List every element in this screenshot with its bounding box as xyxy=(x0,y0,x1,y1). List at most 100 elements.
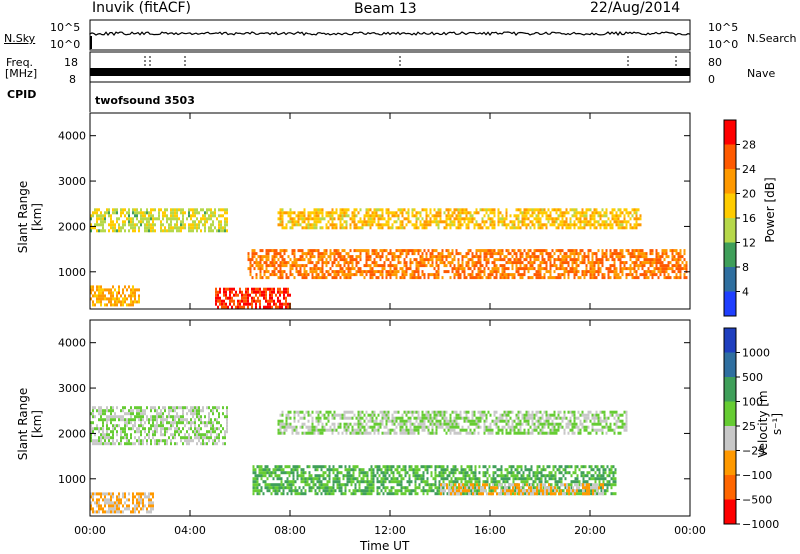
velocity-cell xyxy=(330,468,333,472)
velocity-cell xyxy=(577,425,580,429)
velocity-cell xyxy=(128,492,130,496)
velocity-cell xyxy=(382,465,385,469)
power-cell xyxy=(651,252,654,256)
velocity-cell xyxy=(477,410,480,414)
power-cell xyxy=(583,214,586,218)
velocity-cell xyxy=(200,433,202,437)
velocity-cell xyxy=(226,406,228,410)
velocity-cell xyxy=(509,431,512,435)
power-cell xyxy=(577,226,580,230)
power-cell xyxy=(170,217,172,221)
power-cell xyxy=(176,220,178,224)
power-cell xyxy=(353,223,356,227)
power-cell xyxy=(401,223,404,227)
velocity-cell xyxy=(114,510,116,514)
velocity-cell xyxy=(455,416,458,420)
power-cell xyxy=(639,264,642,268)
power-cell xyxy=(297,223,300,227)
power-data xyxy=(90,208,688,309)
power-cell xyxy=(164,229,166,233)
velocity-cell xyxy=(90,424,92,428)
velocity-cell xyxy=(285,419,288,423)
power-cell xyxy=(303,211,306,215)
power-cell xyxy=(525,267,528,271)
power-cell xyxy=(595,208,598,212)
velocity-cell xyxy=(345,410,348,414)
velocity-cell xyxy=(281,413,284,417)
power-cell xyxy=(317,211,320,215)
power-cell xyxy=(625,208,628,212)
power-cell xyxy=(635,214,638,218)
power-cell xyxy=(231,296,233,300)
velocity-cell xyxy=(385,413,388,417)
power-cell xyxy=(333,223,336,227)
velocity-cell xyxy=(415,425,418,429)
velocity-cell xyxy=(299,410,302,414)
power-cell xyxy=(269,273,272,277)
power-cell xyxy=(673,249,676,253)
power-cell xyxy=(615,223,618,227)
power-cell xyxy=(277,217,280,221)
power-cell xyxy=(443,264,446,268)
power-cell xyxy=(613,214,616,218)
velocity-cell xyxy=(293,419,296,423)
power-cell xyxy=(417,270,420,274)
velocity-cell xyxy=(453,431,456,435)
power-cell xyxy=(667,264,670,268)
velocity-cell xyxy=(306,483,309,487)
power-cell xyxy=(269,302,271,306)
velocity-cell xyxy=(370,468,373,472)
power-cell xyxy=(545,252,548,256)
velocity-cell xyxy=(465,431,468,435)
power-cell xyxy=(333,217,336,221)
power-cell xyxy=(239,302,241,306)
velocity-cell xyxy=(134,436,136,440)
power-cell xyxy=(180,229,182,233)
velocity-cell xyxy=(226,415,228,419)
velocity-cell xyxy=(106,501,108,505)
power-cell xyxy=(449,264,452,268)
velocity-cell xyxy=(162,421,164,425)
power-cell xyxy=(106,208,108,212)
velocity-cell xyxy=(539,428,542,432)
velocity-cell xyxy=(373,410,376,414)
power-cell xyxy=(675,249,678,253)
power-cell xyxy=(591,261,594,265)
velocity-cell xyxy=(371,416,374,420)
power-cell xyxy=(521,255,524,259)
velocity-cell xyxy=(102,510,104,514)
power-cell xyxy=(100,285,102,289)
velocity-cell xyxy=(196,412,198,416)
power-cell xyxy=(381,255,384,259)
power-cell xyxy=(567,261,570,265)
power-cell xyxy=(435,261,438,265)
power-cell xyxy=(325,270,328,274)
velocity-cell xyxy=(122,415,124,419)
velocity-cell xyxy=(130,427,132,431)
velocity-cell xyxy=(388,465,391,469)
power-cell xyxy=(581,273,584,277)
power-cell xyxy=(110,303,112,307)
power-cell xyxy=(190,208,192,212)
velocity-cell xyxy=(122,504,124,508)
power-cell xyxy=(437,226,440,230)
power-cell xyxy=(391,223,394,227)
power-cell xyxy=(569,255,572,259)
velocity-cell xyxy=(429,416,432,420)
velocity-cell xyxy=(382,480,385,484)
power-cell xyxy=(321,211,324,215)
power-cell xyxy=(397,261,400,265)
power-cell xyxy=(511,264,514,268)
power-cell xyxy=(182,223,184,227)
velocity-cell xyxy=(521,416,524,420)
power-cell xyxy=(531,264,534,268)
power-cell xyxy=(321,208,324,212)
velocity-cell xyxy=(192,409,194,413)
velocity-cell xyxy=(471,431,474,435)
power-cell xyxy=(359,249,362,253)
velocity-cell xyxy=(394,489,397,493)
power-cell xyxy=(373,261,376,265)
velocity-cell xyxy=(393,431,396,435)
power-cell xyxy=(226,217,228,221)
velocity-cell xyxy=(318,483,321,487)
